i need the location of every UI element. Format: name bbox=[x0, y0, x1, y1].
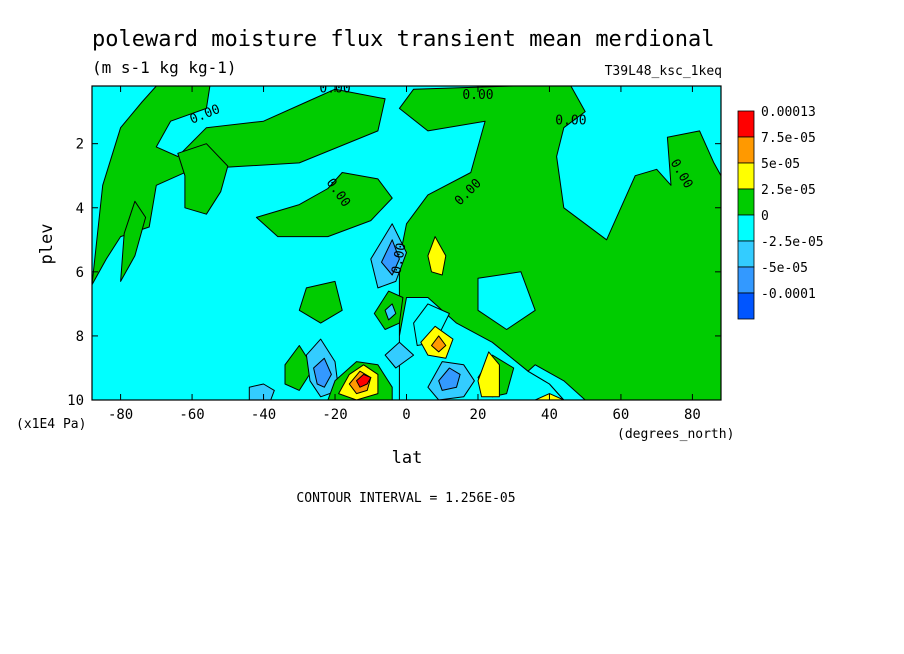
contour-region-5 bbox=[284, 345, 315, 391]
contour-region-24 bbox=[356, 373, 372, 388]
x-tick-label: -40 bbox=[251, 407, 276, 423]
x-tick-label: 0 bbox=[402, 407, 410, 423]
contour-region-7 bbox=[477, 271, 536, 330]
contour-region-4 bbox=[298, 280, 343, 324]
colorbar-swatch bbox=[737, 292, 755, 320]
x-tick-label: -60 bbox=[179, 407, 204, 423]
colorbar-swatch bbox=[737, 266, 755, 294]
y-tick-label: 4 bbox=[76, 201, 84, 217]
y-tick-label: 8 bbox=[76, 329, 84, 345]
colorbar: 0.00013 7.5e-05 5e-05 2.5e-05 0 -2.5e-05 -5e-0… bbox=[737, 105, 824, 320]
contour-label: 0.00 bbox=[462, 88, 493, 103]
x-tick-label: 40 bbox=[541, 407, 558, 423]
contour-region-18 bbox=[248, 383, 275, 400]
colorbar-swatch bbox=[737, 188, 755, 216]
colorbar-label: -0.0001 bbox=[761, 287, 816, 302]
colorbar-label: 0.00013 bbox=[761, 105, 816, 120]
contour-region-2 bbox=[177, 143, 229, 215]
y-axis-units: (x1E4 Pa) bbox=[16, 417, 86, 432]
colorbar-label: 2.5e-05 bbox=[761, 183, 816, 198]
contour-region-17 bbox=[384, 341, 415, 369]
chart-units: (m s-1 kg kg-1) bbox=[92, 58, 237, 77]
x-axis: -80 -60 -40 -20 0 20 40 60 80 bbox=[108, 86, 701, 423]
x-tick-label: 80 bbox=[684, 407, 701, 423]
contour-region-6 bbox=[398, 86, 721, 400]
contour-region-16 bbox=[313, 357, 332, 388]
contour-region-3 bbox=[255, 172, 393, 238]
contour-region-0 bbox=[92, 86, 386, 286]
y-axis-label: plev bbox=[37, 224, 57, 265]
chart-title: poleward moisture flux transient mean me… bbox=[92, 27, 715, 52]
colorbar-label: -2.5e-05 bbox=[761, 235, 824, 250]
x-tick-label: 60 bbox=[613, 407, 630, 423]
x-tick-label: 20 bbox=[470, 407, 487, 423]
contour-label: 0.00 bbox=[555, 113, 586, 128]
contour-region-1 bbox=[120, 200, 147, 282]
y-tick-label: 10 bbox=[67, 393, 84, 409]
contour-region-12 bbox=[381, 239, 400, 276]
y-axis: 2 4 6 8 10 bbox=[67, 137, 721, 409]
colorbar-swatch bbox=[737, 136, 755, 164]
contour-interval: CONTOUR INTERVAL = 1.256E-05 bbox=[296, 491, 515, 506]
filled-contour-regions bbox=[92, 86, 721, 400]
colorbar-swatch bbox=[737, 240, 755, 268]
run-label: T39L48_ksc_1keq bbox=[605, 64, 722, 79]
colorbar-label: 5e-05 bbox=[761, 157, 800, 172]
x-axis-units: (degrees_north) bbox=[617, 427, 734, 442]
contour-label: 0.00 bbox=[389, 242, 409, 275]
y-tick-label: 2 bbox=[76, 137, 84, 153]
colorbar-label: -5e-05 bbox=[761, 261, 808, 276]
colorbar-label: 0 bbox=[761, 209, 769, 224]
contour-region-9 bbox=[413, 303, 450, 346]
x-tick-label: -20 bbox=[322, 407, 347, 423]
x-tick-label: -80 bbox=[108, 407, 133, 423]
contour-region-27 bbox=[431, 335, 447, 353]
contour-region-28 bbox=[477, 351, 500, 398]
x-axis-label: lat bbox=[392, 448, 423, 468]
colorbar-swatch bbox=[737, 162, 755, 190]
colorbar-swatch bbox=[737, 110, 755, 138]
contour-region-8 bbox=[527, 364, 586, 400]
colorbar-swatch bbox=[737, 214, 755, 242]
contour-region-20 bbox=[438, 367, 461, 391]
colorbar-label: 7.5e-05 bbox=[761, 131, 816, 146]
y-tick-label: 6 bbox=[76, 265, 84, 281]
contour-region-25 bbox=[427, 236, 447, 276]
contour-region-14 bbox=[384, 303, 397, 321]
